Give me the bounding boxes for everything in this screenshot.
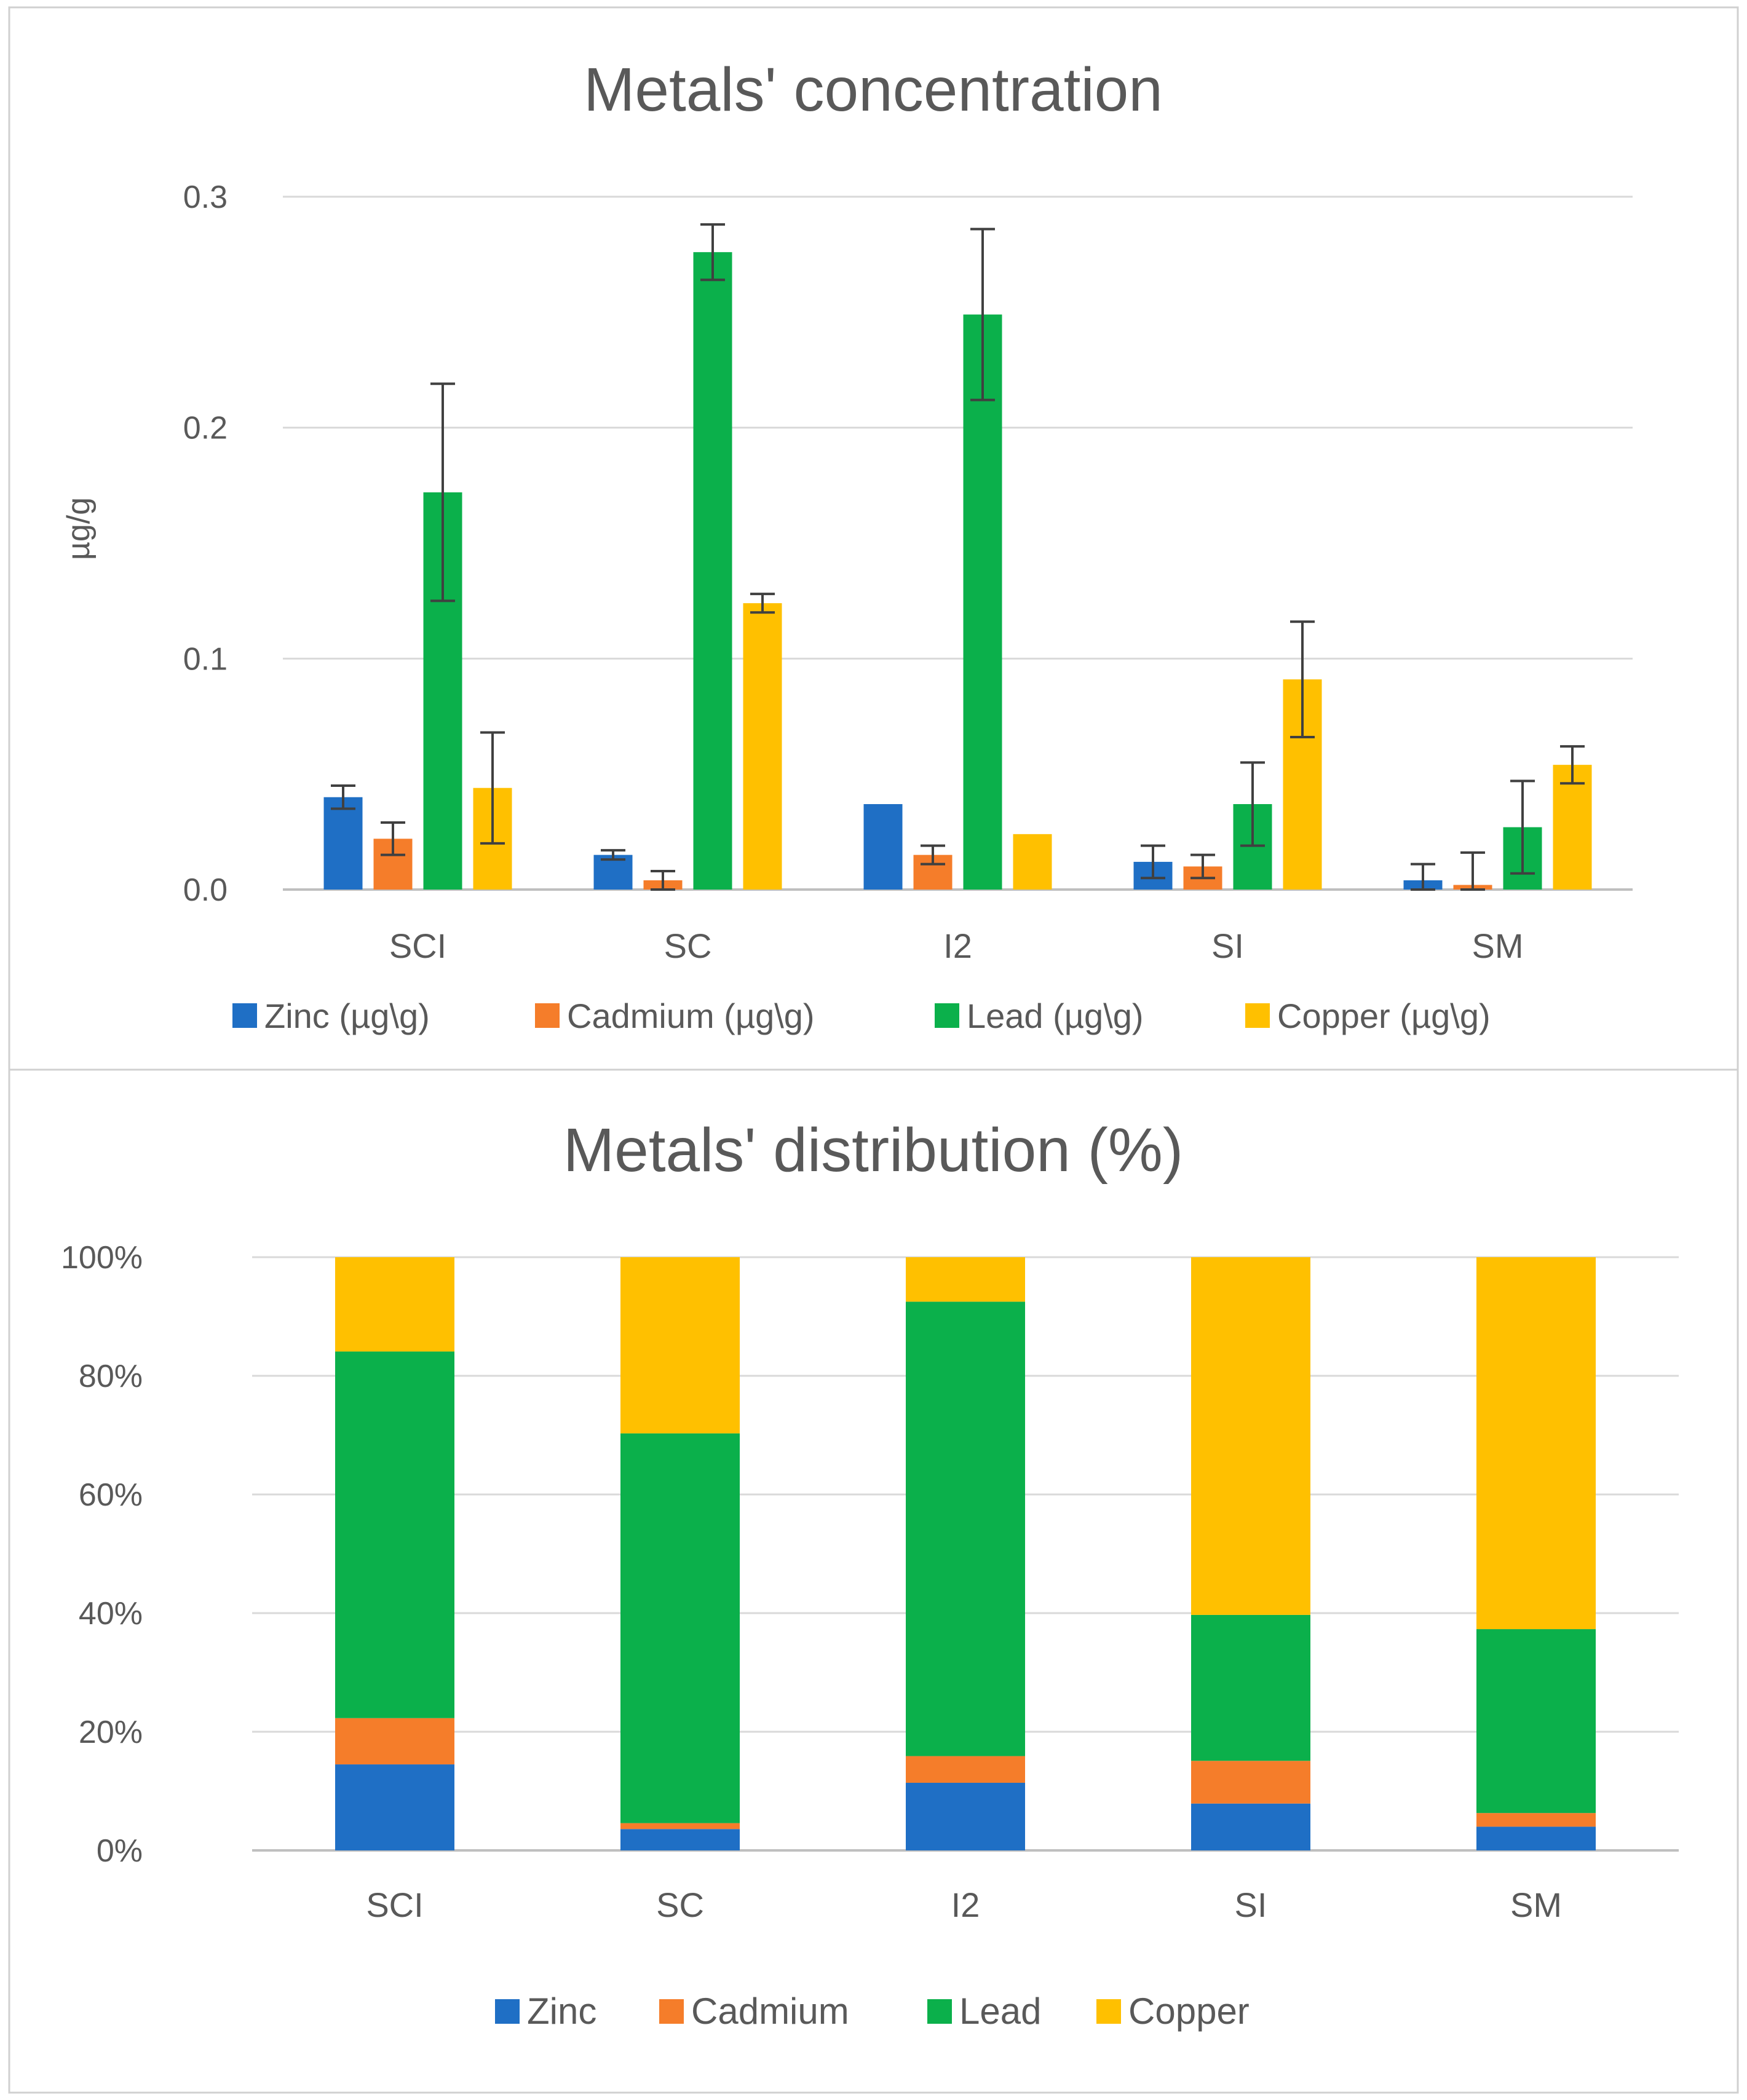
legend-swatch-cadmium-g-g <box>535 1003 560 1028</box>
x-tick-labels: SCI SC I2 SI SM <box>366 1885 1562 1924</box>
y-tick-label: 0.0 <box>183 872 228 908</box>
y-axis-label: µg/g <box>61 497 97 560</box>
segment-cadmium-i2 <box>906 1756 1025 1783</box>
x-tick-label: SM <box>1510 1885 1562 1924</box>
segment-lead-sc <box>620 1433 740 1823</box>
segment-lead-sm <box>1476 1629 1596 1814</box>
segment-zinc-i2 <box>906 1782 1025 1850</box>
y-tick-label: 0% <box>97 1833 143 1869</box>
x-tick-label: SC <box>664 926 712 965</box>
x-tick-label: SI <box>1211 926 1244 965</box>
legend-label: Cadmium (µg\g) <box>567 997 815 1035</box>
bar-copper-g-g-sc <box>743 603 782 890</box>
legend: Zinc (µg\g) Cadmium (µg\g) Lead (µg\g) Copp… <box>232 997 1491 1035</box>
legend-label: Copper <box>1128 1991 1250 2032</box>
y-tick-label: 0.1 <box>183 641 228 677</box>
y-tick-label: 40% <box>79 1596 143 1632</box>
legend: Zinc Cadmium Lead Copper <box>495 1991 1250 2032</box>
legend-label: Lead (µg\g) <box>967 997 1144 1035</box>
bar-zinc-g-g-i2 <box>863 804 903 890</box>
segment-zinc-si <box>1191 1803 1310 1850</box>
legend-swatch-copper-g-g <box>1245 1003 1270 1028</box>
segment-cadmium-si <box>1191 1761 1310 1804</box>
bar-copper-g-g-sm <box>1553 765 1592 890</box>
y-tick-label: 0.2 <box>183 411 228 446</box>
segment-cadmium-sm <box>1476 1813 1596 1827</box>
segment-zinc-sci <box>335 1764 454 1850</box>
concentration-chart: Metals' concentration 0.00.10.20.3 µg/g … <box>61 55 1633 1035</box>
error-bars <box>331 223 1585 891</box>
x-tick-label: SCI <box>366 1885 423 1924</box>
legend-swatch-copper <box>1096 1999 1121 2024</box>
x-tick-labels: SCI SC I2 SI SM <box>389 926 1524 965</box>
x-tick-label: SM <box>1472 926 1524 965</box>
legend-label: Zinc (µg\g) <box>264 997 430 1035</box>
segment-copper-sc <box>620 1257 740 1434</box>
segment-copper-i2 <box>906 1257 1025 1302</box>
bar-lead-g-g-i2 <box>963 314 1002 890</box>
x-tick-label: I2 <box>943 926 972 965</box>
y-tick-label: 60% <box>79 1477 143 1513</box>
segment-copper-sci <box>335 1257 454 1352</box>
x-tick-label: I2 <box>951 1885 980 1924</box>
segment-copper-si <box>1191 1257 1310 1615</box>
legend-swatch-lead <box>927 1999 952 2024</box>
x-tick-label: SCI <box>389 926 446 965</box>
bar-copper-g-g-i2 <box>1013 834 1052 890</box>
legend-swatch-zinc-g-g <box>232 1003 257 1028</box>
segment-cadmium-sci <box>335 1718 454 1765</box>
x-tick-label: SI <box>1235 1885 1267 1924</box>
legend-swatch-zinc <box>495 1999 520 2024</box>
segment-lead-sci <box>335 1351 454 1718</box>
distribution-chart: Metals' distribution (%) 0% 20% 40% 60% 80% 1… <box>61 1116 1679 2032</box>
segment-copper-sm <box>1476 1257 1596 1630</box>
segment-zinc-sc <box>620 1829 740 1850</box>
y-tick-label: 20% <box>79 1715 143 1750</box>
legend-swatch-lead-g-g <box>935 1003 959 1028</box>
bar-zinc-g-g-sci <box>323 797 363 890</box>
y-tick-labels: 0.0 0.1 0.2 0.3 <box>183 180 228 908</box>
segment-cadmium-sc <box>620 1823 740 1830</box>
y-tick-labels: 0% 20% 40% 60% 80% 100% <box>61 1240 143 1869</box>
y-tick-label: 0.3 <box>183 180 228 215</box>
x-tick-label: SC <box>656 1885 704 1924</box>
y-tick-label: 100% <box>61 1240 143 1276</box>
segment-lead-i2 <box>906 1301 1025 1756</box>
chart-title: Metals' concentration <box>584 55 1163 124</box>
legend-label: Zinc <box>527 1991 596 2032</box>
segment-zinc-sm <box>1476 1826 1596 1850</box>
legend-label: Lead <box>959 1991 1041 2032</box>
segment-lead-si <box>1191 1614 1310 1761</box>
bars <box>323 252 1592 890</box>
y-tick-label: 80% <box>79 1359 143 1394</box>
legend-swatch-cadmium <box>659 1999 684 2024</box>
bar-lead-g-g-sc <box>693 252 732 890</box>
chart-title: Metals' distribution (%) <box>563 1116 1183 1185</box>
stacked-bars <box>335 1257 1596 1850</box>
legend-label: Copper (µg\g) <box>1277 997 1491 1035</box>
legend-label: Cadmium <box>691 1991 849 2032</box>
